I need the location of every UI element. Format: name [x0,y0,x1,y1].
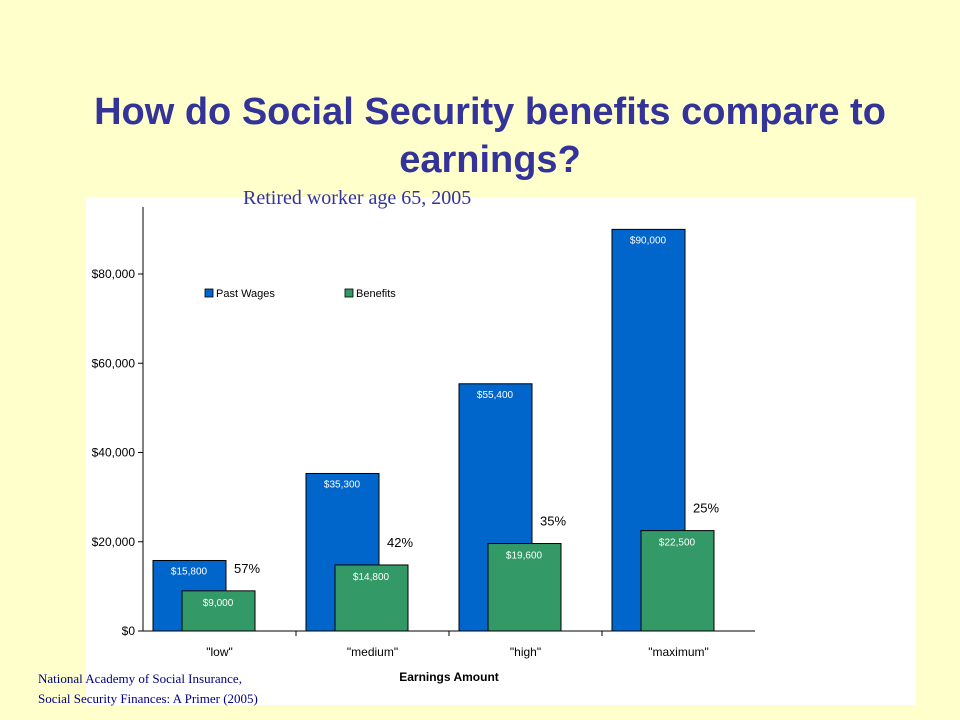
x-axis-title: Earnings Amount [399,670,499,684]
legend-past-wages-swatch [204,288,214,298]
y-tick-label: $60,000 [92,356,136,370]
x-category-label: "medium" [347,645,398,659]
x-category-label: "maximum" [648,645,709,659]
source-citation: National Academy of Social Insurance, So… [38,669,258,709]
y-tick-label: $80,000 [92,267,136,281]
bar-label-benefits: $19,600 [506,551,543,562]
bar-benefits [640,530,715,632]
x-category-label: "low" [206,645,233,659]
legend-past-wages-label: Past Wages [216,288,275,300]
x-category-label: "high" [510,645,541,659]
bar-benefits [334,564,409,632]
replacement-rate-label: 42% [387,535,413,550]
replacement-rate-label: 35% [540,514,566,529]
bar-label-past-wages: $35,300 [324,479,361,490]
y-tick-label: $20,000 [92,535,136,549]
legend-benefits-label: Benefits [356,288,396,300]
source-line-2: Social Security Finances: A Primer (2005… [38,691,258,706]
bar-label-past-wages: $90,000 [630,235,667,246]
bar-label-benefits: $22,500 [659,538,696,549]
bar-label-past-wages: $55,400 [477,390,514,401]
bar-label-past-wages: $15,800 [171,566,208,577]
bar-label-benefits: $9,000 [203,598,234,609]
chart-subtitle: Retired worker age 65, 2005 [243,187,472,209]
source-line-1: National Academy of Social Insurance, [38,671,242,686]
replacement-rate-label: 25% [693,501,719,516]
legend-benefits-swatch [344,288,354,298]
slide-title: How do Social Security benefits compare … [94,91,886,181]
replacement-rate-label: 57% [234,561,260,576]
y-tick-label: $0 [122,624,136,638]
y-tick-label: $40,000 [92,446,136,460]
bar-benefits [181,590,256,632]
bar-label-benefits: $14,800 [353,572,390,583]
bar-benefits [487,543,562,632]
